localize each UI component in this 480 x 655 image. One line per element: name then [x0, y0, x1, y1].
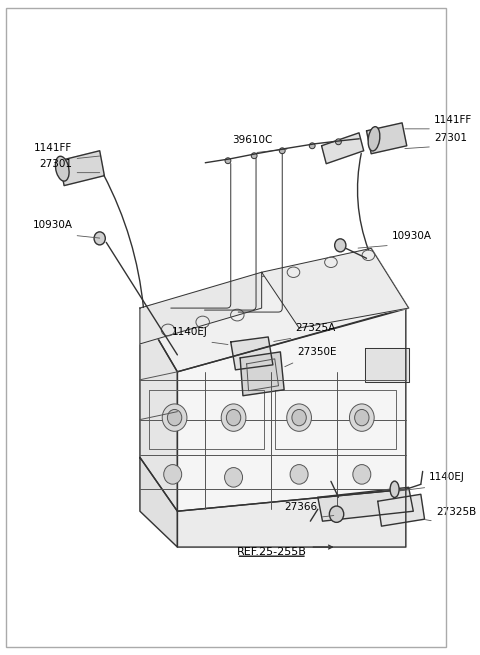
Polygon shape: [178, 489, 406, 547]
Text: 27301: 27301: [434, 133, 467, 143]
Ellipse shape: [55, 157, 69, 181]
Ellipse shape: [221, 404, 246, 431]
Ellipse shape: [390, 481, 399, 497]
Ellipse shape: [290, 464, 308, 484]
Polygon shape: [140, 457, 178, 547]
Ellipse shape: [279, 148, 285, 154]
Text: 27325A: 27325A: [295, 323, 336, 333]
Ellipse shape: [329, 506, 344, 522]
Ellipse shape: [164, 464, 182, 484]
Polygon shape: [140, 308, 178, 511]
Polygon shape: [318, 487, 413, 521]
Text: 27366: 27366: [285, 502, 318, 512]
Text: 27325B: 27325B: [436, 507, 476, 517]
Text: 1141FF: 1141FF: [34, 143, 72, 153]
Text: 1140EJ: 1140EJ: [171, 327, 207, 337]
Polygon shape: [140, 248, 408, 372]
Polygon shape: [240, 352, 284, 396]
Polygon shape: [322, 133, 364, 164]
Polygon shape: [178, 308, 406, 511]
Text: 39610C: 39610C: [232, 135, 273, 145]
Ellipse shape: [287, 404, 312, 431]
Ellipse shape: [355, 409, 369, 426]
Ellipse shape: [292, 409, 306, 426]
Polygon shape: [262, 248, 408, 328]
Ellipse shape: [227, 409, 241, 426]
Text: 1140EJ: 1140EJ: [429, 472, 465, 482]
Ellipse shape: [309, 143, 315, 149]
Ellipse shape: [168, 409, 182, 426]
Text: 10930A: 10930A: [33, 221, 72, 231]
Ellipse shape: [251, 153, 257, 159]
Text: 27301: 27301: [39, 159, 72, 169]
Polygon shape: [365, 348, 408, 382]
Text: 10930A: 10930A: [392, 231, 432, 241]
Polygon shape: [140, 272, 262, 344]
Polygon shape: [378, 495, 424, 526]
Text: 27350E: 27350E: [297, 347, 337, 357]
Polygon shape: [231, 337, 273, 370]
Ellipse shape: [335, 239, 346, 252]
Polygon shape: [367, 123, 407, 154]
Ellipse shape: [225, 158, 231, 164]
Ellipse shape: [162, 404, 187, 431]
Ellipse shape: [353, 464, 371, 484]
Text: REF.25-255B: REF.25-255B: [237, 547, 307, 557]
Polygon shape: [60, 151, 104, 185]
Ellipse shape: [368, 126, 380, 151]
Ellipse shape: [94, 232, 105, 245]
Text: 1141FF: 1141FF: [434, 115, 472, 125]
Ellipse shape: [336, 139, 341, 145]
Ellipse shape: [225, 468, 242, 487]
Ellipse shape: [349, 404, 374, 431]
